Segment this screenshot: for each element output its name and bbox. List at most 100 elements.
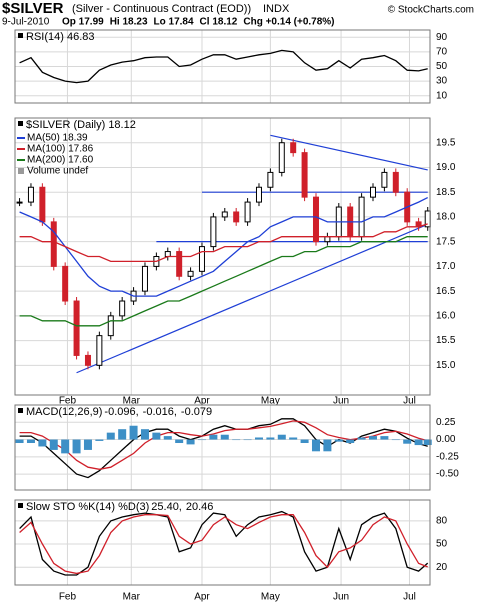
quote-item: Chg +0.14 (+0.78%) <box>243 17 334 28</box>
histogram-bar <box>403 439 412 444</box>
y-tick-label: 19.0 <box>436 162 456 173</box>
candle <box>96 335 103 366</box>
candle <box>16 201 23 204</box>
histogram-bar <box>289 437 298 440</box>
histogram-bar <box>106 432 115 440</box>
histogram-bar <box>72 439 81 454</box>
candle <box>381 171 388 188</box>
x-tick-label: Feb <box>59 396 77 407</box>
candle <box>358 196 365 238</box>
histogram-bar <box>83 439 92 450</box>
candle <box>73 300 80 356</box>
histogram-bar <box>391 439 400 441</box>
histogram-bar <box>423 439 432 446</box>
x-tick-label: May <box>261 592 280 603</box>
annotation: Volume undef <box>27 166 88 177</box>
histogram-bar <box>334 439 343 442</box>
candle <box>290 142 297 154</box>
panel-title: MACD(12,26,9) <box>26 406 102 418</box>
x-tick-label: Mar <box>123 592 141 603</box>
candle <box>210 216 217 248</box>
histogram-bar <box>26 439 35 444</box>
legend-swatch <box>18 168 24 174</box>
candle <box>187 270 194 277</box>
panel-frame <box>14 29 431 104</box>
histogram-bar <box>197 439 206 441</box>
y-tick-label: 17.0 <box>436 261 456 272</box>
panel-title: $SILVER (Daily) 18.12 <box>26 119 136 131</box>
candle <box>312 196 319 243</box>
panel-title: Slow STO %K(14) %D(3) <box>26 501 149 513</box>
candle <box>369 186 376 198</box>
series-line <box>19 418 428 479</box>
quote-item: Hi 18.23 <box>110 17 148 28</box>
trendline <box>76 223 428 374</box>
panel-frame <box>14 499 431 586</box>
legend-icon <box>18 33 23 38</box>
readout: -0.079 <box>181 406 212 418</box>
histogram-bar <box>266 437 275 440</box>
legend-label: MA(200) 17.60 <box>27 155 94 166</box>
y-tick-label: 17.5 <box>436 236 456 247</box>
candle <box>267 171 274 188</box>
histogram-bar <box>118 429 127 440</box>
y-tick-label: 19.5 <box>436 137 456 148</box>
y-tick-label: 50 <box>436 61 448 72</box>
x-tick-label: Mar <box>123 396 141 407</box>
candle <box>392 171 399 193</box>
x-tick-label: Jul <box>403 396 416 407</box>
y-tick-label: 18.0 <box>436 212 456 223</box>
series-line <box>19 223 428 263</box>
candle <box>176 251 183 277</box>
candle <box>164 251 171 258</box>
series-line <box>19 49 428 84</box>
histogram-bar <box>323 439 332 452</box>
histogram-bar <box>300 439 309 444</box>
histogram-bar <box>175 439 184 444</box>
series-line <box>19 236 428 327</box>
y-tick-label: 16.5 <box>436 286 456 297</box>
histogram-bar <box>414 439 423 446</box>
y-tick-label: 15.5 <box>436 335 456 346</box>
y-tick-label: 18.5 <box>436 187 456 198</box>
histogram-bar <box>38 439 47 447</box>
x-tick-label: Apr <box>194 396 210 407</box>
series-line <box>19 510 429 576</box>
trendline <box>270 134 428 171</box>
y-tick-label: 50 <box>436 539 448 550</box>
histogram-bar <box>243 439 252 441</box>
series-line <box>19 420 428 470</box>
y-tick-label: 70 <box>436 47 448 58</box>
candle <box>278 142 285 173</box>
histogram-bar <box>95 439 104 441</box>
y-tick-label: 10 <box>436 90 448 101</box>
panel-frame <box>14 404 431 491</box>
x-tick-label: Jun <box>333 396 349 407</box>
histogram-bar <box>368 436 377 440</box>
candle <box>301 152 308 198</box>
candle <box>84 354 91 366</box>
histogram-bar <box>163 436 172 440</box>
candle <box>62 265 69 302</box>
x-tick-label: May <box>261 396 280 407</box>
histogram-bar <box>311 439 320 452</box>
histogram-bar <box>357 437 366 440</box>
candle <box>255 186 262 203</box>
quote-item: Lo 17.84 <box>154 17 194 28</box>
candle <box>324 236 331 243</box>
readout: 20.46 <box>186 501 214 513</box>
candle <box>50 221 57 267</box>
histogram-bar <box>140 429 149 440</box>
histogram-bar <box>49 439 58 450</box>
readout: -0.096, <box>104 406 138 418</box>
candle <box>39 186 46 223</box>
series-line <box>19 514 428 575</box>
y-tick-label: 15.0 <box>436 360 456 371</box>
candle <box>233 211 240 223</box>
y-tick-label: 16.0 <box>436 310 456 321</box>
histogram-bar <box>277 434 286 440</box>
candle <box>221 211 228 218</box>
y-tick-label: 30 <box>436 76 448 87</box>
legend-icon <box>18 121 23 126</box>
legend-label: MA(50) 18.39 <box>27 133 88 144</box>
